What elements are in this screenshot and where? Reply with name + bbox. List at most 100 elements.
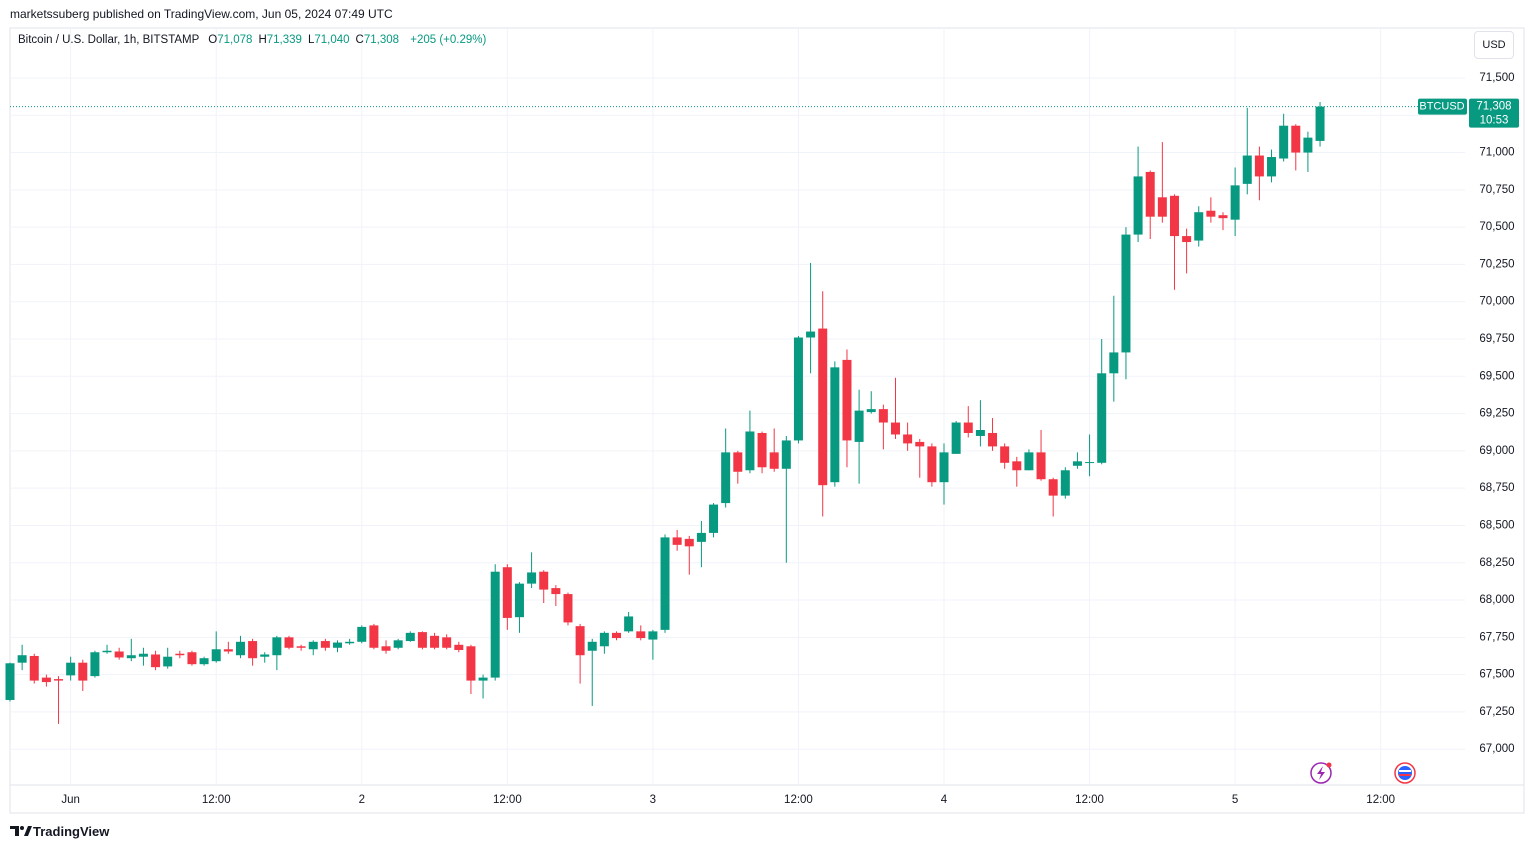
candle-body (223, 649, 233, 652)
candle-body (90, 652, 100, 677)
candle-body (878, 409, 888, 423)
candle-body (235, 641, 245, 656)
candle-body (624, 616, 634, 632)
candle-body (17, 655, 27, 663)
candle-body (745, 431, 755, 471)
candle-body (114, 651, 124, 658)
candle-body (1121, 234, 1131, 353)
candle-body (1267, 157, 1277, 177)
x-tick-label: 12:00 (202, 794, 231, 806)
candle-body (1206, 210, 1216, 217)
candle-body (575, 626, 585, 656)
tv-logo-part (24, 826, 32, 836)
candle-body (248, 641, 258, 659)
candle-body (260, 654, 270, 657)
ohlc-value: 71,078 (217, 34, 253, 46)
candle-body (563, 594, 573, 623)
countdown-label: 10:53 (1480, 115, 1509, 127)
candle-body (1024, 452, 1034, 471)
tv-logo (10, 826, 32, 836)
symbol-badge-label: BTCUSD (1419, 101, 1464, 113)
event-icon-bolt (1317, 766, 1325, 780)
candle-body (527, 572, 537, 584)
candle-body (1230, 185, 1240, 220)
candle-body (721, 452, 731, 504)
candle-body (1242, 155, 1252, 184)
candle-body (915, 441, 925, 447)
candle-body (405, 632, 415, 642)
candle-body (830, 367, 840, 483)
candle-body (502, 567, 512, 618)
candle-body (490, 571, 500, 678)
candle-body (1291, 125, 1301, 153)
candle-body (296, 646, 306, 648)
candle-body (1000, 446, 1010, 463)
candle-body (284, 637, 294, 648)
flag-stripe (1399, 770, 1411, 772)
candle-body (272, 637, 282, 656)
y-tick-label: 70,000 (1479, 296, 1514, 308)
tv-logo-part (10, 826, 19, 836)
candle-body (939, 452, 949, 483)
candle-body (442, 637, 452, 648)
candle-body (417, 632, 427, 648)
ohlc-value: 71,040 (314, 34, 350, 46)
symbol-badge (1418, 98, 1467, 115)
ohlc-value: 71,339 (266, 34, 302, 46)
candle-body (29, 655, 39, 681)
candle-body (1012, 461, 1022, 471)
candle-body (806, 331, 816, 338)
candle-body (660, 537, 670, 630)
y-tick-label: 68,250 (1479, 557, 1514, 569)
ohlc-values: O71,078 H71,339 L71,040 C71,308 (202, 34, 399, 46)
brand: TradingView (33, 824, 110, 839)
y-tick-label: 68,750 (1479, 482, 1514, 494)
ohlc-value: 71,308 (363, 34, 400, 46)
candle-body (41, 677, 51, 683)
candle-body (1157, 197, 1167, 217)
candle-body (308, 641, 318, 650)
candle-body (1182, 236, 1192, 243)
candle-body (599, 632, 609, 647)
candle-body (393, 640, 403, 648)
candle-body (454, 644, 464, 651)
candle-body (1279, 125, 1289, 159)
overlay: 67,000 67,250 67,500 67,750 68,000 68,250 68,5… (10, 72, 1519, 806)
candle-body (951, 422, 961, 454)
y-tick-label: 68,500 (1479, 519, 1514, 531)
y-tick-label: 69,750 (1479, 333, 1514, 345)
candle-body (1109, 352, 1119, 374)
candle-body (333, 642, 343, 648)
x-tick-label: 4 (941, 794, 948, 806)
candle-body (1315, 106, 1325, 141)
price-change: +205 (+0.29%) (410, 34, 487, 46)
candle-body (78, 662, 88, 681)
flag-stripe (1399, 774, 1411, 776)
candle-body (733, 452, 743, 472)
candle-body (587, 641, 597, 651)
y-tick-label: 68,000 (1479, 594, 1514, 606)
currency-button[interactable]: USD (1474, 31, 1514, 59)
candle-body (927, 446, 937, 483)
candle-body (345, 641, 355, 644)
y-tick-label: 70,250 (1479, 258, 1514, 270)
candle-body (636, 631, 646, 639)
candle-body (187, 652, 197, 665)
candle-body (199, 658, 209, 665)
candle-body (320, 641, 330, 648)
candle-body (1072, 461, 1082, 466)
candle-body (854, 410, 864, 442)
candle-body (1085, 462, 1095, 464)
y-tick-label: 67,750 (1479, 631, 1514, 643)
candle-body (793, 337, 803, 441)
x-tick-label: 5 (1232, 794, 1238, 806)
candle-body (551, 588, 561, 595)
candle-body (54, 679, 64, 681)
candle-body (842, 359, 852, 441)
y-tick-label: 71,000 (1479, 147, 1514, 159)
candles (5, 101, 1325, 724)
candle-body (1097, 373, 1107, 463)
symbol-name[interactable]: Bitcoin / U.S. Dollar, 1h, BITSTAMP (18, 34, 200, 46)
candle-body (975, 429, 985, 436)
x-tick-label: 12:00 (784, 794, 813, 806)
